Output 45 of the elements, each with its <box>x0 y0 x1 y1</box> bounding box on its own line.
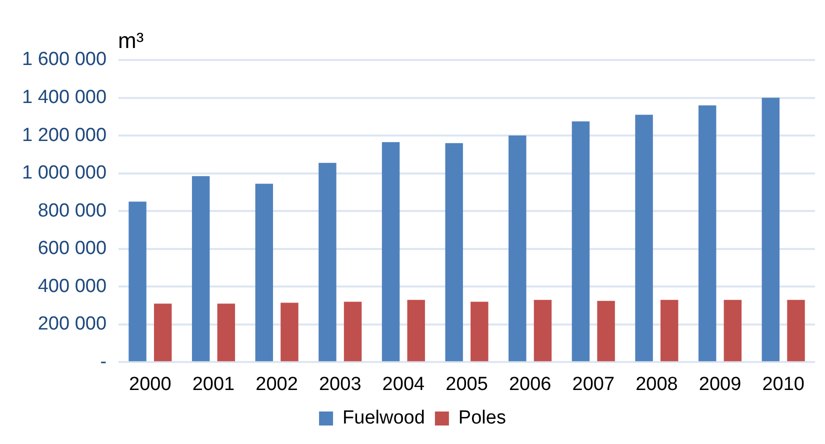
bar <box>787 300 805 362</box>
y-tick-label: 1 600 000 <box>22 49 107 70</box>
y-axis-title: m³ <box>118 28 144 54</box>
y-tick-label: 1 200 000 <box>22 124 107 146</box>
bar <box>724 300 742 362</box>
legend-label: Poles <box>458 408 506 429</box>
x-tick-label: 2005 <box>446 374 488 395</box>
bar <box>534 300 552 362</box>
bar <box>192 176 210 362</box>
x-tick-label: 2008 <box>636 374 678 395</box>
y-tick-label: 400 000 <box>38 276 107 297</box>
bar <box>470 302 488 362</box>
x-tick-label: 2006 <box>508 374 552 395</box>
bar <box>660 300 678 362</box>
bar <box>407 300 425 362</box>
y-tick-label: 1 000 000 <box>22 162 107 184</box>
bar <box>762 98 780 362</box>
bar <box>698 105 716 362</box>
bar <box>635 114 653 362</box>
bar <box>217 304 236 362</box>
bar <box>508 136 526 362</box>
y-tick-label: 200 000 <box>38 314 107 335</box>
x-tick-label: 2007 <box>572 374 615 395</box>
y-tick-label: 1 400 000 <box>22 87 107 108</box>
x-tick-label: 2009 <box>698 374 742 395</box>
y-tick-label: - <box>100 351 107 372</box>
bar <box>382 142 400 362</box>
x-tick-label: 2000 <box>129 374 172 395</box>
bar <box>597 300 615 362</box>
bar <box>318 162 336 362</box>
legend-label: Fuelwood <box>342 408 425 429</box>
x-tick-label: 2001 <box>192 374 235 395</box>
bar <box>445 143 463 362</box>
bar <box>255 184 274 362</box>
bar <box>572 121 590 362</box>
bar <box>280 302 298 362</box>
x-tick-label: 2002 <box>256 374 298 395</box>
bar <box>128 202 146 362</box>
x-tick-label: 2003 <box>318 374 362 395</box>
y-tick-label: 600 000 <box>38 238 107 260</box>
y-tick-label: 800 000 <box>38 200 107 222</box>
bar <box>154 304 172 362</box>
x-tick-label: 2004 <box>382 374 426 395</box>
bar <box>344 302 362 362</box>
x-tick-label: 2010 <box>762 374 804 395</box>
